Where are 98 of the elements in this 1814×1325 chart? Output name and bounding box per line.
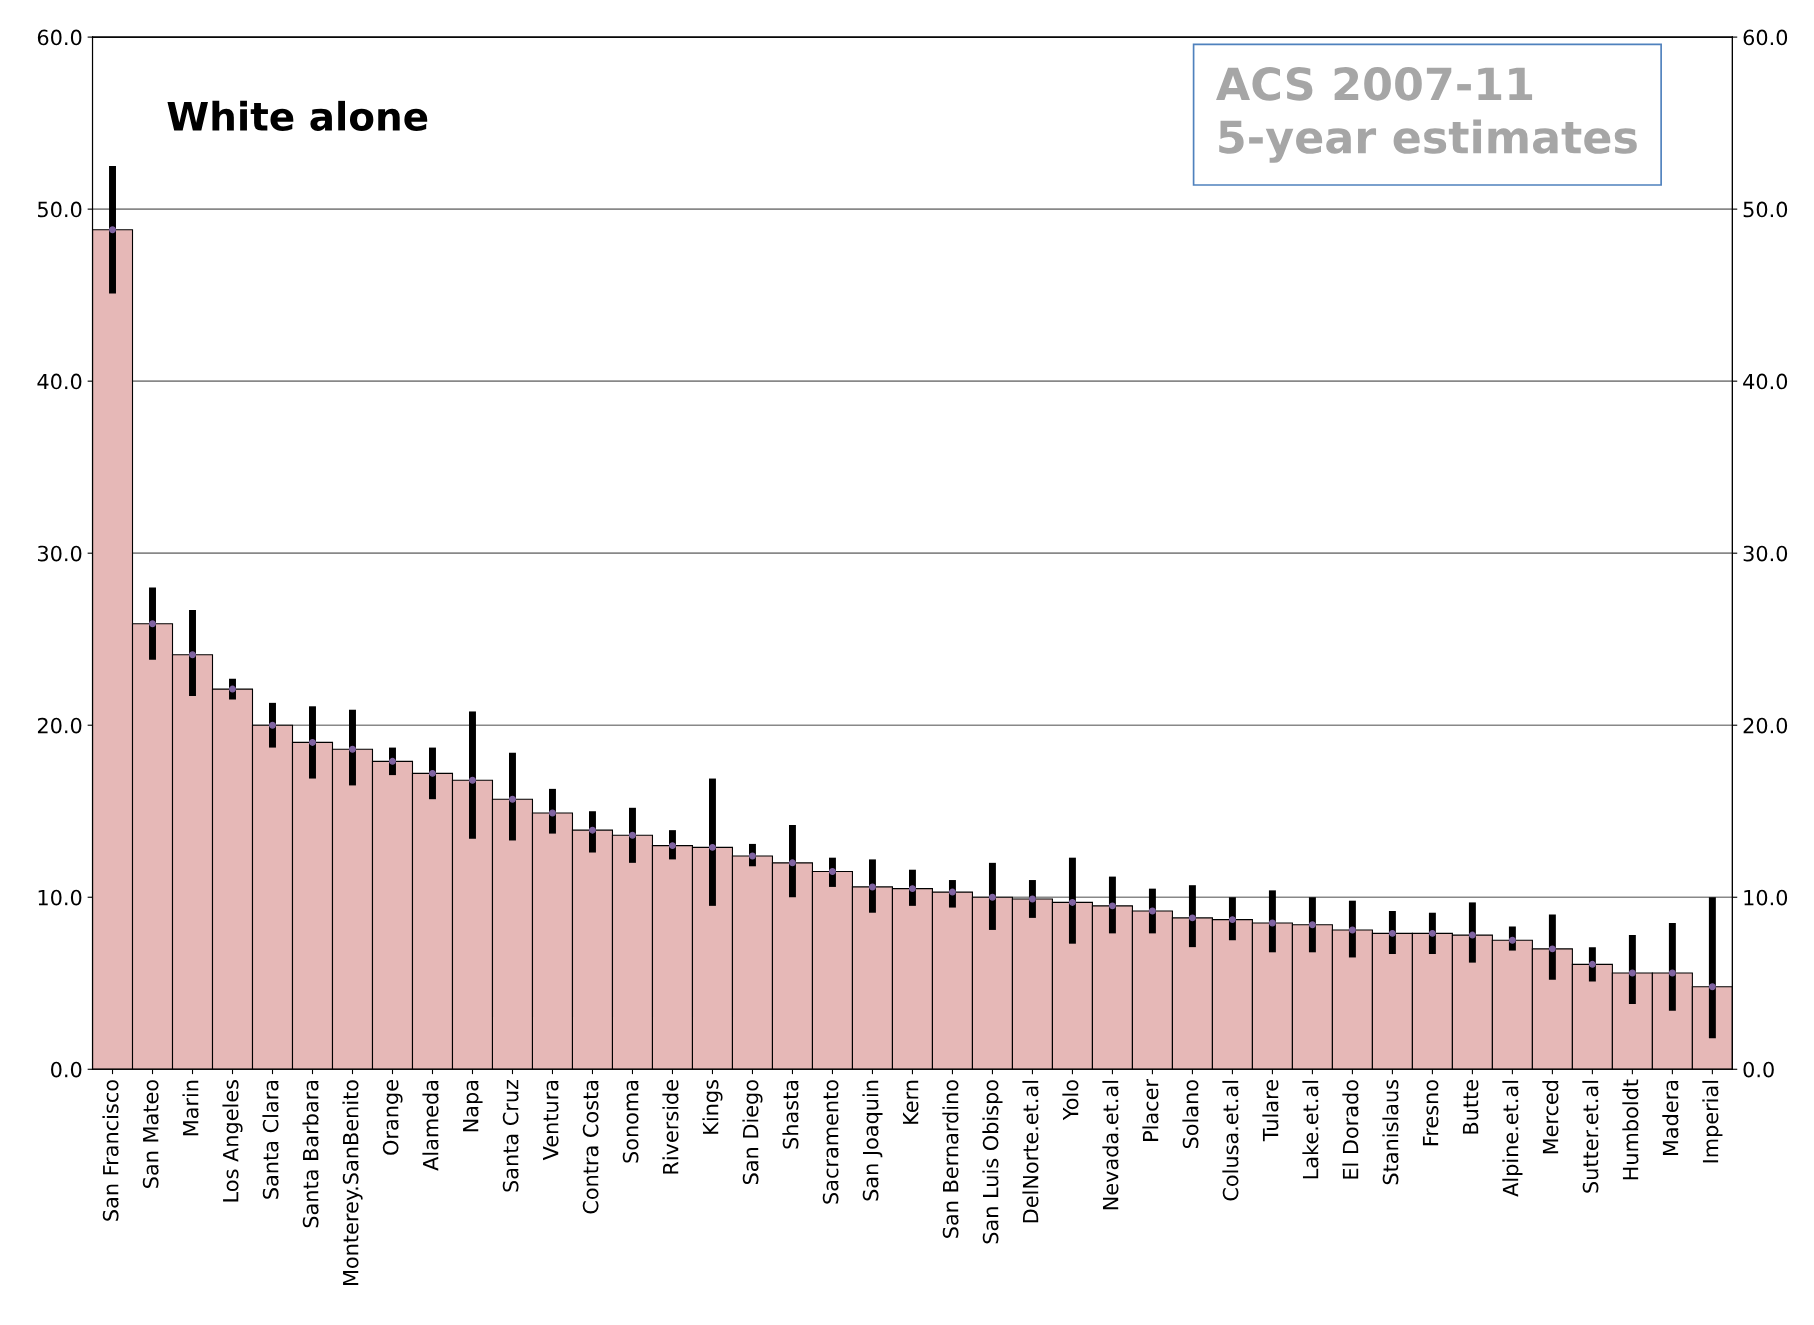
x-tick-label: Yolo — [1062, 1080, 1079, 1121]
x-tick-label: Madera — [1662, 1080, 1679, 1156]
x-tick-label: San Bernardino — [942, 1080, 959, 1238]
point — [269, 721, 276, 729]
point — [109, 226, 116, 234]
point — [1548, 945, 1556, 953]
y2-tick-label: 60.0 — [1743, 29, 1788, 46]
x-tick-label: Ventura — [543, 1080, 559, 1161]
point — [1228, 916, 1236, 924]
text: White alone — [167, 100, 428, 131]
point — [469, 776, 476, 784]
point — [1468, 931, 1476, 939]
x-tick-label: Nevada.et.al — [1102, 1080, 1119, 1210]
point — [309, 738, 316, 746]
x-tick-label: Sacramento — [822, 1080, 839, 1204]
point — [1428, 929, 1436, 937]
x-tick-label: Placer — [1142, 1079, 1159, 1141]
point — [1308, 921, 1316, 929]
point — [349, 745, 356, 753]
point — [668, 842, 676, 850]
point — [1388, 929, 1396, 937]
x-tick-label: Santa Barbara — [302, 1080, 319, 1228]
annotation: ACS 2007-11 5-year estimates — [1216, 67, 1637, 163]
point — [588, 826, 596, 834]
x-tick-label: Marin — [182, 1080, 199, 1136]
y2-tick-label: 20.0 — [1743, 717, 1788, 734]
x-tick-label: Shasta — [782, 1080, 799, 1149]
x-tick-label: Tulare — [1262, 1080, 1279, 1142]
point — [1188, 914, 1196, 922]
x-tick-label: San Mateo — [142, 1080, 159, 1188]
point — [1588, 960, 1596, 968]
point — [1268, 919, 1276, 927]
point — [948, 888, 956, 896]
x-tick-label: DelNorte.et.al — [1022, 1080, 1039, 1223]
x-tick-label: Napa — [463, 1080, 483, 1132]
y2-tick-label: 30.0 — [1743, 545, 1788, 562]
point — [1668, 969, 1676, 977]
point — [149, 620, 156, 628]
x-tick-label: Fresno — [1422, 1080, 1439, 1146]
x-tick-label: Riverside — [662, 1080, 679, 1174]
y-tick-label: 50.0 — [38, 201, 82, 218]
point — [429, 769, 436, 777]
point — [988, 893, 996, 901]
y2-tick-label: 50.0 — [1743, 201, 1788, 218]
y2-tick-label: 40.0 — [1743, 373, 1788, 390]
x-tick-label: San Francisco — [102, 1080, 119, 1221]
x-tick-label: San Luis Obispo — [982, 1080, 1003, 1244]
x-tick-label: Kern — [903, 1080, 919, 1124]
x-tick-label: Kings — [702, 1080, 723, 1134]
point — [229, 685, 236, 693]
x-tick-label: San Joaquin — [862, 1080, 883, 1201]
x-tick-label: San Diego — [742, 1080, 763, 1185]
x-tick-label: Sutter.et.al — [1582, 1080, 1599, 1193]
x-tick-label: Alpine.et.al — [1502, 1080, 1523, 1197]
point — [908, 885, 916, 893]
x-tick-label: Orange — [382, 1080, 403, 1155]
x-tick-label: Stanislaus — [1382, 1080, 1399, 1185]
x-tick-label: Colusa.et.al — [1222, 1080, 1239, 1201]
x-tick-label: Solano — [1182, 1080, 1199, 1149]
x-tick-label: Santa Cruz — [502, 1079, 519, 1192]
x-tick-label: Monterey.SanBenito — [342, 1080, 363, 1285]
x-tick-label: Humboldt — [1622, 1079, 1639, 1180]
x-tick-label: Los Angeles — [222, 1080, 243, 1202]
point — [1068, 898, 1076, 906]
x-tick-label: Butte — [1462, 1080, 1479, 1134]
point — [1028, 895, 1036, 903]
x-tick-label: Sonoma — [622, 1080, 639, 1163]
point — [1148, 907, 1156, 915]
y-tick-label: 10.0 — [38, 889, 82, 906]
x-tick-label: Santa Clara — [262, 1080, 279, 1199]
point — [1628, 969, 1636, 977]
point — [708, 843, 716, 851]
point — [828, 867, 836, 875]
point — [1708, 983, 1716, 991]
y2-tick-label: 0.0 — [1743, 1061, 1774, 1078]
point — [1508, 936, 1516, 944]
point — [549, 809, 556, 817]
y-tick-label: 30.0 — [37, 545, 82, 562]
y-tick-label: 40.0 — [37, 373, 82, 390]
y2-tick-label: 10.0 — [1744, 889, 1788, 906]
y-tick-label: 0.0 — [51, 1061, 82, 1078]
y-tick-label: 60.0 — [37, 29, 82, 46]
point — [788, 859, 796, 867]
point — [389, 757, 396, 765]
point — [1348, 926, 1356, 934]
x-tick-label: Lake.et.al — [1302, 1080, 1319, 1179]
point — [189, 651, 196, 659]
x-tick-label: Merced — [1542, 1080, 1559, 1154]
x-tick-label: Alameda — [422, 1080, 439, 1171]
x-tick-label: Imperial — [1702, 1080, 1723, 1163]
point — [748, 852, 756, 860]
x-tick-label: Contra Costa — [582, 1080, 599, 1214]
point — [1108, 902, 1116, 910]
y-tick-label: 20.0 — [37, 717, 82, 734]
point — [628, 831, 636, 839]
x-tick-label: El Dorado — [1342, 1080, 1359, 1179]
point — [509, 795, 516, 803]
point — [868, 883, 876, 891]
